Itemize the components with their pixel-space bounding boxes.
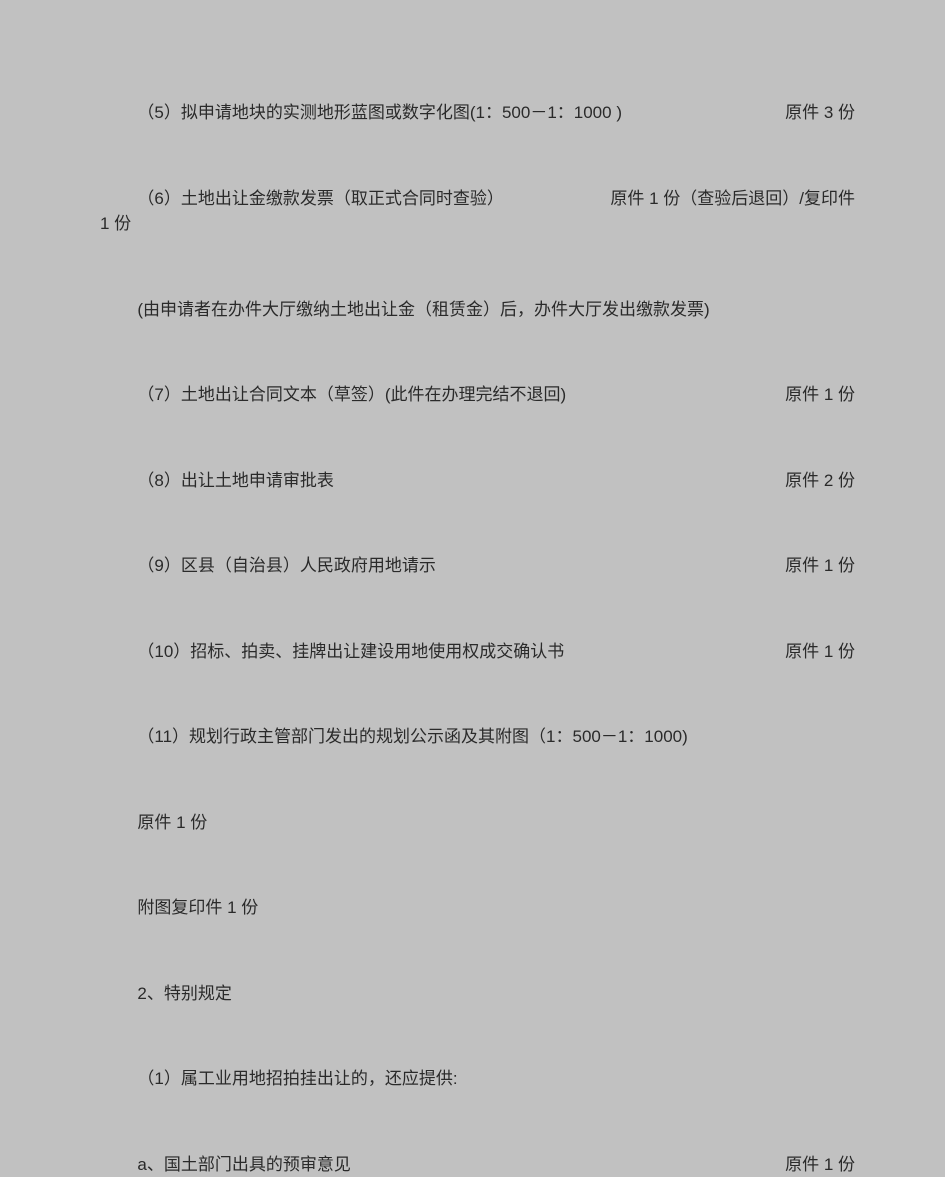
section-2-heading: 2、特别规定 xyxy=(100,981,855,1007)
item-a-row: a、国土部门出具的预审意见 原件 1 份 xyxy=(100,1152,855,1177)
item-9-text: （9）区县（自治县）人民政府用地请示 xyxy=(100,553,770,579)
item-8-text: （8）出让土地申请审批表 xyxy=(100,468,770,494)
item-6-copies: 原件 1 份（查验后退回）/复印件 xyxy=(595,186,855,212)
item-10-copies: 原件 1 份 xyxy=(770,639,855,665)
item-9-row: （9）区县（自治县）人民政府用地请示 原件 1 份 xyxy=(100,553,855,579)
item-8-copies: 原件 2 份 xyxy=(770,468,855,494)
item-8-row: （8）出让土地申请审批表 原件 2 份 xyxy=(100,468,855,494)
item-6-block: （6）土地出让金缴款发票（取正式合同时查验） 原件 1 份（查验后退回）/复印件… xyxy=(100,186,855,237)
item-10-row: （10）招标、拍卖、挂牌出让建设用地使用权成交确认书 原件 1 份 xyxy=(100,639,855,665)
item-9-copies: 原件 1 份 xyxy=(770,553,855,579)
item-5-row: （5）拟申请地块的实测地形蓝图或数字化图(1：500－1：1000 ) 原件 3… xyxy=(100,100,855,126)
item-6-continuation: 1 份 xyxy=(100,211,855,237)
item-7-row: （7）土地出让合同文本（草签）(此件在办理完结不退回) 原件 1 份 xyxy=(100,382,855,408)
item-a-text: a、国土部门出具的预审意见 xyxy=(100,1152,770,1177)
item-6-text: （6）土地出让金缴款发票（取正式合同时查验） xyxy=(100,186,595,212)
item-11-copies-b: 附图复印件 1 份 xyxy=(100,895,855,921)
item-a-copies: 原件 1 份 xyxy=(770,1152,855,1177)
item-11-text: （11）规划行政主管部门发出的规划公示函及其附图（1：500－1：1000) xyxy=(100,724,855,750)
item-7-copies: 原件 1 份 xyxy=(770,382,855,408)
section-2-item-1: （1）属工业用地招拍挂出让的，还应提供: xyxy=(100,1066,855,1092)
item-6-note: (由申请者在办件大厅缴纳土地出让金（租赁金）后，办件大厅发出缴款发票) xyxy=(100,297,855,323)
item-7-text: （7）土地出让合同文本（草签）(此件在办理完结不退回) xyxy=(100,382,770,408)
item-5-copies: 原件 3 份 xyxy=(770,100,855,126)
item-10-text: （10）招标、拍卖、挂牌出让建设用地使用权成交确认书 xyxy=(100,639,770,665)
item-5-text: （5）拟申请地块的实测地形蓝图或数字化图(1：500－1：1000 ) xyxy=(100,100,770,126)
item-11-copies-a: 原件 1 份 xyxy=(100,810,855,836)
